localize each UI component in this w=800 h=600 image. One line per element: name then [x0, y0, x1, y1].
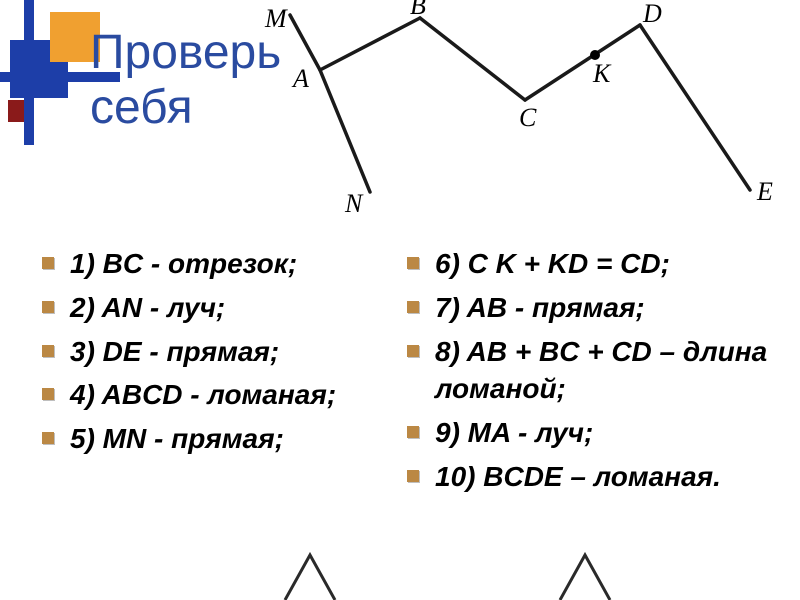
bullet-icon — [42, 257, 54, 269]
right-column: 6) C K + KD = CD; 7) AB - прямая; 8) AB + … — [435, 245, 770, 502]
statement-item: 7) AB - прямая; — [435, 289, 770, 327]
bullet-icon — [407, 426, 419, 438]
statement-item: 5) MN - прямая; — [70, 420, 405, 458]
bullet-icon — [407, 345, 419, 357]
footer-decoration — [0, 550, 800, 600]
bullet-icon — [407, 470, 419, 482]
svg-text:A: A — [291, 64, 309, 93]
bullet-icon — [42, 345, 54, 357]
svg-text:E: E — [756, 177, 773, 206]
svg-text:K: K — [592, 59, 612, 88]
bullet-icon — [42, 388, 54, 400]
svg-text:C: C — [519, 103, 537, 132]
svg-text:M: M — [264, 4, 288, 33]
statement-item: 10) BCDE – ломаная. — [435, 458, 770, 496]
left-column: 1) BC - отрезок; 2) AN - луч; 3) DE - прям… — [70, 245, 405, 502]
statement-item: 4) ABCD - ломаная; — [70, 376, 405, 414]
svg-text:B: B — [410, 0, 426, 20]
statement-item: 2) AN - луч; — [70, 289, 405, 327]
geometry-diagram: M A N B C K D E — [195, 0, 795, 230]
svg-text:N: N — [344, 189, 364, 218]
bullet-icon — [407, 301, 419, 313]
svg-text:D: D — [642, 0, 662, 28]
bullet-icon — [42, 301, 54, 313]
statement-item: 1) BC - отрезок; — [70, 245, 405, 283]
statement-item: 3) DE - прямая; — [70, 333, 405, 371]
bullet-icon — [42, 432, 54, 444]
statement-item: 8) AB + BC + CD – длина ломаной; — [435, 333, 770, 409]
statements-lists: 1) BC - отрезок; 2) AN - луч; 3) DE - прям… — [70, 245, 770, 502]
statement-item: 6) C K + KD = CD; — [435, 245, 770, 283]
statement-item: 9) MA - луч; — [435, 414, 770, 452]
bullet-icon — [407, 257, 419, 269]
